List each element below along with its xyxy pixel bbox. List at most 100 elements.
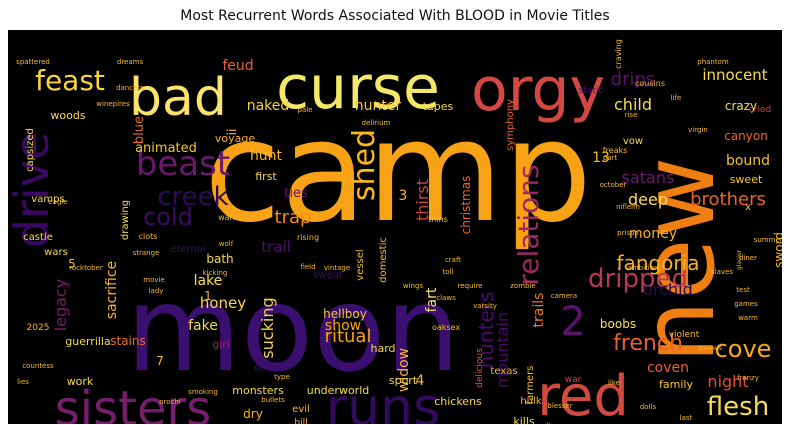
word-evil: evil (292, 404, 310, 415)
word-13: 13 (592, 150, 610, 166)
word-sport: sport (389, 374, 418, 387)
word-spattered: spattered (16, 58, 50, 66)
chart-title: Most Recurrent Words Associated With BLO… (180, 8, 610, 24)
word-voyage: voyage (215, 132, 255, 145)
word-wars: wars (44, 247, 68, 258)
word-october: october (600, 181, 627, 189)
word-lies: lies (17, 378, 29, 386)
word-craft: craft (445, 256, 461, 264)
word-varsity: varsity (473, 302, 497, 310)
word-flesh: flesh (707, 392, 769, 422)
word-sweat: sweat (313, 270, 343, 281)
word-winepires: winepires (96, 100, 130, 108)
word-games: games (734, 300, 758, 308)
word-woods: woods (50, 109, 85, 122)
word-vintage: vintage (324, 264, 350, 272)
word-naked: naked (247, 98, 290, 114)
word-camp: camp (204, 91, 592, 254)
word-thirst: thirst (413, 179, 432, 221)
word-x: x (745, 202, 751, 213)
word-honey: honey (200, 294, 246, 312)
word-beast: beast (136, 144, 230, 184)
word-deep: deep (628, 190, 668, 209)
word-hard: hard (370, 342, 395, 355)
word-night: night (707, 372, 748, 391)
cloud-background (8, 30, 782, 424)
word-fart: fart (424, 287, 440, 312)
word-prison: prison (617, 229, 639, 237)
word-tapes: tapes (423, 100, 454, 113)
word-frenzy: frenzy (737, 374, 759, 382)
word-7: 7 (156, 354, 164, 368)
word-canyon: canyon (724, 129, 768, 143)
word-orgy: orgy (471, 55, 605, 125)
word-movie: movie (143, 276, 165, 284)
word-sword: sword (772, 232, 782, 268)
word-blue: blue (132, 116, 147, 144)
word-2: 2 (560, 299, 585, 345)
word-legacy: legacy (51, 279, 70, 332)
word-castle: castle (23, 232, 53, 243)
word-countess: countess (22, 362, 54, 370)
word-hunters: hunters (474, 292, 498, 369)
word-hulk: hulk (520, 396, 541, 407)
word-phantom: phantom (697, 58, 729, 66)
word-dolls: dolls (640, 403, 657, 411)
word-guerrilla: guerrilla (65, 335, 110, 348)
word-hellboy: hellboy (323, 307, 367, 321)
word-bullets: bullets (261, 396, 285, 404)
word-bad: bad (129, 68, 227, 128)
word-5: 5 (68, 257, 76, 271)
word-family: family (659, 378, 693, 391)
word-wings: wings (403, 282, 424, 290)
word-vamps: vamps (31, 194, 64, 205)
word-ritual: ritual (325, 326, 372, 347)
word-ii: ii (225, 129, 239, 136)
word-hunter: hunter (355, 98, 402, 114)
word-virgin: virgin (688, 126, 708, 134)
word-wolf: wolf (219, 240, 234, 248)
word-clots: clots (139, 232, 158, 241)
word-crazy: crazy (725, 99, 757, 113)
word-fangoria: fangoria (617, 251, 700, 275)
word-bound: bound (726, 153, 770, 169)
word-glacier: glacier (736, 249, 743, 270)
word-vessel: vessel (355, 249, 366, 280)
word-hunt: hunt (250, 148, 283, 164)
word-cult: cult (539, 422, 552, 424)
word-3: 3 (399, 188, 408, 204)
word-slaves: slaves (711, 268, 733, 276)
word-texas: texas (490, 366, 517, 377)
word-moon: moon (126, 260, 460, 398)
word-static: static (579, 86, 604, 96)
word-money: money (629, 226, 677, 242)
word-last: last (680, 414, 693, 422)
word-dripped: dripped (588, 264, 688, 294)
word-animated: animated (135, 141, 197, 156)
word-bath: bath (206, 252, 233, 266)
word-like: like (608, 379, 620, 387)
word-orochi: orochi (159, 398, 181, 406)
word-eternal: eternal (170, 244, 205, 255)
word-test: test (736, 286, 750, 294)
word-mountain: mountain (493, 312, 512, 388)
word-work: work (67, 375, 94, 388)
word-christmas: christmas (459, 176, 473, 235)
word-satans: satans (622, 168, 675, 187)
word-rise: rise (625, 111, 638, 119)
word-4: 4 (416, 373, 425, 389)
word-child: child (614, 95, 652, 114)
word-bill: bill (294, 418, 307, 424)
word-delicious: delicious (475, 348, 485, 388)
word-sisters: sisters (55, 381, 211, 424)
word-warm: warm (738, 314, 758, 322)
word-trail: trail (261, 238, 291, 256)
word-demon: demon (254, 363, 285, 373)
word-new: new (620, 157, 737, 364)
word-sacrifice: sacrifice (104, 261, 120, 319)
word-type: type (274, 373, 290, 381)
word-life: life (671, 94, 682, 102)
word-zombie: zombie (510, 282, 535, 290)
word-2025: 2025 (27, 323, 50, 333)
